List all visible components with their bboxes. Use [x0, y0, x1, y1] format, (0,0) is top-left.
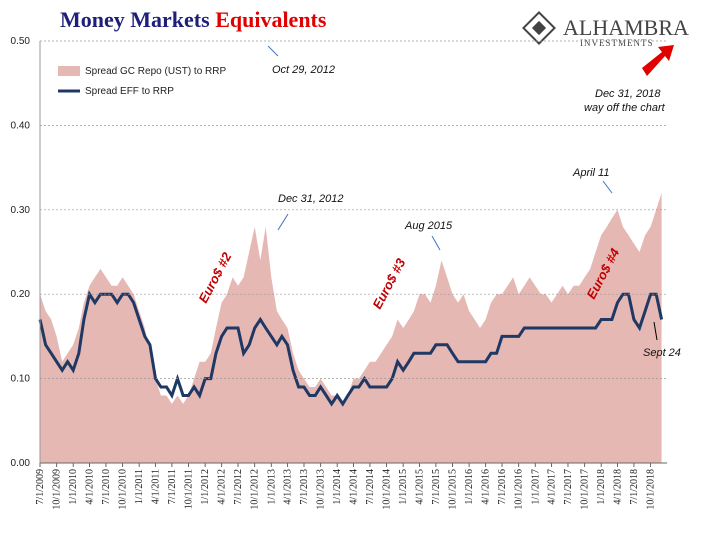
x-tick-label: 4/1/2018	[612, 469, 623, 505]
title-part: Money Markets	[60, 7, 210, 32]
x-tick-label: 10/1/2018	[646, 469, 657, 510]
y-tick-label: 0.50	[11, 36, 31, 47]
x-tick-label: 1/1/2011	[134, 469, 145, 504]
x-tick-label: 7/1/2017	[563, 469, 574, 505]
x-tick-label: 4/1/2012	[217, 469, 228, 505]
x-tick-label: 1/1/2010	[68, 469, 79, 505]
legend-label: Spread EFF to RRP	[85, 86, 174, 97]
x-tick-label: 1/1/2017	[530, 469, 541, 505]
annotation: Sept 24	[643, 347, 681, 359]
x-tick-label: 1/1/2013	[266, 469, 277, 505]
x-tick-label: 7/1/2009	[35, 469, 46, 505]
plot-area: 0.00 0.10 0.20 0.30 0.40 0.50 7/1/2009 10/1/200…	[11, 36, 667, 510]
x-tick-label: 4/1/2015	[414, 469, 425, 505]
arrow	[642, 45, 674, 76]
x-tick-label: 10/1/2010	[118, 469, 129, 510]
chart-title: Money Markets Equivalents	[60, 7, 327, 32]
x-tick-label: 1/1/2015	[398, 469, 409, 505]
logo-text: ALHAMBRA	[563, 15, 689, 40]
x-tick-label: 4/1/2010	[85, 469, 96, 505]
x-tick-label: 7/1/2015	[431, 469, 442, 505]
x-tick-label: 4/1/2017	[547, 469, 558, 505]
x-tick-label: 4/1/2016	[481, 469, 492, 505]
x-tick-label: 1/1/2012	[200, 469, 211, 505]
legend-label: Spread GC Repo (UST) to RRP	[85, 66, 226, 77]
y-tick-label: 0.30	[11, 205, 31, 216]
annotation: way off the chart	[584, 102, 666, 114]
x-tick-label: 10/1/2009	[52, 469, 63, 510]
x-tick-label: 4/1/2013	[283, 469, 294, 505]
x-tick-label: 4/1/2014	[349, 469, 360, 505]
x-tick-label: 10/1/2015	[448, 469, 459, 510]
y-tick-label: 0.40	[11, 120, 31, 131]
logo-mark	[531, 20, 547, 36]
x-tick-label: 4/1/2011	[150, 469, 161, 504]
arrow	[653, 321, 658, 341]
y-tick-label: 0.20	[11, 289, 31, 300]
title-part: Equivalents	[215, 7, 327, 32]
arrow	[602, 180, 613, 194]
line	[38, 290, 664, 407]
annotation: April 11	[572, 167, 609, 179]
arrow	[431, 235, 441, 251]
episode-label: Euro$ #3	[369, 255, 408, 311]
arrow	[277, 213, 289, 231]
x-tick-label: 7/1/2011	[167, 469, 178, 504]
x-tick-label: 7/1/2013	[299, 469, 310, 505]
area	[40, 192, 662, 463]
x-tick-label: 10/1/2014	[382, 469, 393, 510]
annotation: Oct 29, 2012	[272, 64, 335, 76]
x-tick-label: 7/1/2010	[101, 469, 112, 505]
x-tick-label: 7/1/2012	[233, 469, 244, 505]
arrow	[267, 45, 279, 57]
legend-swatch	[58, 66, 80, 76]
logo-subtext: INVESTMENTS	[580, 38, 654, 48]
logo-mark	[522, 11, 556, 45]
annotation: Aug 2015	[404, 220, 453, 232]
x-tick-label: 1/1/2014	[332, 469, 343, 505]
x-tick-label: 10/1/2012	[250, 469, 261, 510]
x-tick-label: 10/1/2013	[316, 469, 327, 510]
x-tick-label: 1/1/2016	[464, 469, 475, 505]
y-tick-label: 0.00	[11, 458, 31, 469]
x-tick-label: 7/1/2018	[629, 469, 640, 505]
x-tick-label: 10/1/2011	[184, 469, 195, 509]
logo: ALHAMBRA INVESTMENTS	[522, 11, 689, 48]
y-tick-label: 0.10	[11, 374, 31, 385]
x-tick-label: 1/1/2018	[596, 469, 607, 505]
annotation: Dec 31, 2012	[278, 193, 343, 205]
x-tick-label: 10/1/2016	[514, 469, 525, 510]
x-tick-label: 7/1/2014	[365, 469, 376, 505]
x-tick-label: 10/1/2017	[580, 469, 591, 510]
annotation: Dec 31, 2018	[595, 88, 661, 100]
x-tick-label: 7/1/2016	[497, 469, 508, 505]
